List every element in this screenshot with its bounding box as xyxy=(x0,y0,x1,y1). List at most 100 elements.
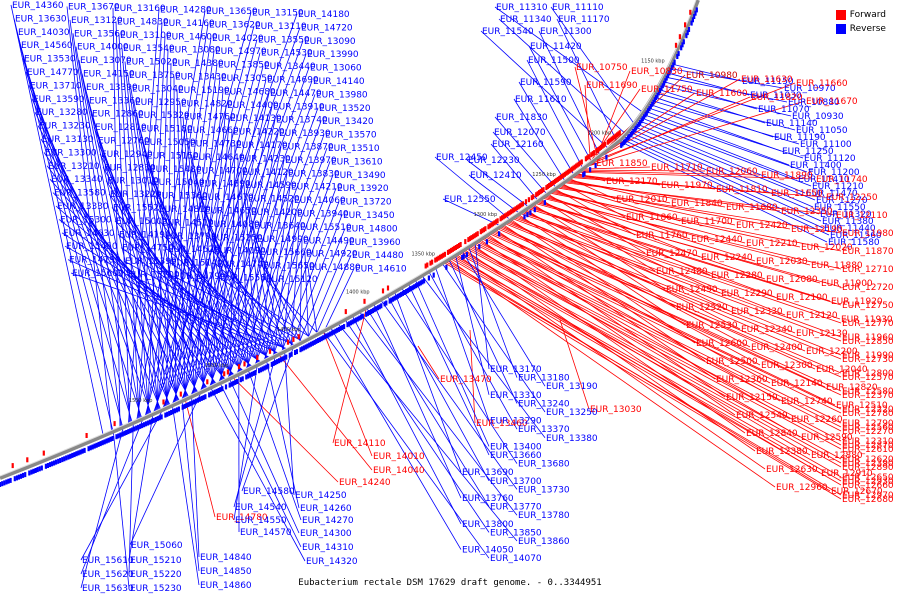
gene-label: EUR_13670 xyxy=(68,3,120,13)
gene-label: EUR_12970 xyxy=(842,491,894,501)
kbp-tick-label: 1250 kbp xyxy=(532,172,556,178)
gene-label: EUR_15180 xyxy=(141,125,193,135)
reverse-gene-arrow xyxy=(101,440,104,446)
forward-gene-arrow xyxy=(579,160,582,166)
reverse-gene-arrow xyxy=(405,289,408,294)
leader-line xyxy=(185,130,214,387)
forward-gene-arrow xyxy=(435,256,438,262)
reverse-gene-arrow xyxy=(533,207,536,213)
reverse-gene-arrow xyxy=(13,476,16,482)
reverse-gene-arrow xyxy=(168,410,171,416)
reverse-gene-arrow xyxy=(309,341,313,347)
gene-label: EUR_12680 xyxy=(842,495,894,505)
gene-label: EUR_12740 xyxy=(781,397,833,407)
kbp-tick-label: 1400 kbp xyxy=(346,290,370,296)
forward-gene-arrow xyxy=(223,371,226,377)
reverse-gene-arrow xyxy=(348,321,351,327)
reverse-gene-arrow xyxy=(410,286,413,292)
forward-gene-arrow xyxy=(565,170,568,176)
gene-label: EUR_13650 xyxy=(206,7,258,17)
forward-gene-arrow xyxy=(539,189,542,195)
gene-label: EUR_15000 xyxy=(116,217,168,227)
reverse-gene-arrow xyxy=(400,291,403,297)
leader-line xyxy=(434,156,511,221)
gene-label: EUR_12540 xyxy=(736,411,788,421)
forward-gene-arrow xyxy=(553,178,557,184)
leader-line xyxy=(61,232,263,364)
gene-label: EUR_13720 xyxy=(340,198,392,208)
leader-line xyxy=(574,66,598,158)
reverse-gene-arrow xyxy=(663,80,666,86)
gene-label: EUR_14730 xyxy=(190,140,242,150)
reverse-gene-arrow xyxy=(248,372,252,378)
gene-label: EUR_14830 xyxy=(117,17,169,27)
reverse-gene-arrow xyxy=(622,140,625,146)
gene-label: EUR_15360 xyxy=(156,192,208,202)
leader-line xyxy=(154,195,251,369)
gene-label: EUR_12880 xyxy=(811,451,863,461)
leader-line xyxy=(469,329,476,424)
forward-gene-arrow xyxy=(286,339,290,345)
forward-gene-arrow xyxy=(501,215,504,221)
gene-label: EUR_12250 xyxy=(826,193,878,203)
gene-label: EUR_12160 xyxy=(492,140,544,150)
gene-label: EUR_12270 xyxy=(842,427,894,437)
gene-label: EUR_12550 xyxy=(444,195,496,205)
gene-label: EUR_14640 xyxy=(193,153,245,163)
reverse-gene-arrow xyxy=(656,92,659,98)
gene-label: EUR_12570 xyxy=(842,373,894,383)
reverse-gene-arrow xyxy=(245,374,248,380)
gene-label: EUR_12020 xyxy=(801,243,853,253)
gene-label: EUR_13240 xyxy=(518,399,570,409)
gene-label: EUR_13250 xyxy=(546,408,598,418)
reverse-gene-arrow xyxy=(360,314,363,320)
gene-label: EUR_12150 xyxy=(726,393,778,403)
reverse-gene-arrow xyxy=(144,421,148,427)
leader-line xyxy=(261,265,311,339)
forward-gene-arrow xyxy=(473,233,476,239)
leader-line xyxy=(255,238,293,348)
leader-line xyxy=(206,223,277,356)
reverse-gene-arrow xyxy=(629,132,632,138)
gene-label: EUR_13780 xyxy=(518,511,570,521)
gene-label: EUR_15200 xyxy=(128,271,180,281)
gene-label: EUR_13110 xyxy=(255,22,307,32)
gene-label: EUR_12720 xyxy=(842,283,894,293)
leader-line xyxy=(233,355,276,508)
gene-label: EUR_14490 xyxy=(303,236,355,246)
leader-line xyxy=(240,171,249,370)
leader-line xyxy=(210,106,273,388)
reverse-gene-arrow xyxy=(621,141,624,147)
gene-label: EUR_12520 xyxy=(676,303,728,313)
gene-label: EUR_14670 xyxy=(202,193,254,203)
reverse-gene-arrow xyxy=(48,462,52,468)
reverse-gene-arrow xyxy=(224,384,228,390)
gene-label: EUR_14720 xyxy=(301,23,353,33)
reverse-gene-arrow xyxy=(258,368,261,374)
forward-gene-arrow xyxy=(26,457,29,463)
gene-label: EUR_11140 xyxy=(766,119,818,129)
gene-label: EUR_14560 xyxy=(21,41,73,51)
leader-line xyxy=(128,422,134,575)
forward-gene-arrow xyxy=(577,161,581,167)
reverse-gene-arrow xyxy=(332,329,335,335)
gene-label: EUR_15620 xyxy=(82,570,134,580)
forward-gene-arrow xyxy=(536,191,539,197)
reverse-gene-arrow xyxy=(396,293,399,299)
forward-gene-arrow xyxy=(502,214,505,220)
leader-line xyxy=(182,66,264,401)
gene-label: EUR_13690 xyxy=(462,468,514,478)
reverse-gene-arrow xyxy=(673,59,676,65)
gene-label: EUR_14220 xyxy=(233,128,285,138)
leader-line xyxy=(518,214,686,326)
leader-line xyxy=(654,92,796,131)
reverse-gene-arrow xyxy=(156,416,159,422)
reverse-gene-arrow xyxy=(644,112,647,118)
reverse-gene-arrow xyxy=(411,285,414,291)
leader-line xyxy=(559,319,590,410)
forward-gene-arrow xyxy=(689,9,692,15)
gene-label: EUR_13310 xyxy=(490,391,542,401)
leader-line xyxy=(623,136,824,229)
legend-forward: Forward xyxy=(835,8,886,22)
leader-line xyxy=(172,405,200,586)
